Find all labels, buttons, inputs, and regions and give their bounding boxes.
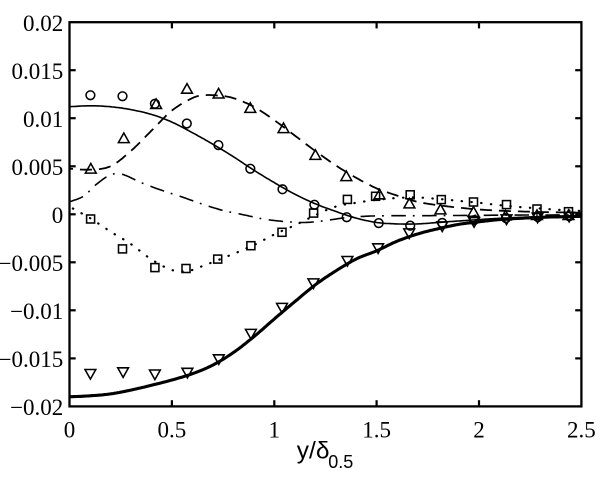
svg-text:1: 1	[269, 417, 281, 442]
svg-text:0.5: 0.5	[328, 452, 353, 472]
svg-text:−0.01: −0.01	[10, 299, 63, 324]
svg-text:0.01: 0.01	[23, 107, 63, 132]
svg-text:−0.015: −0.015	[0, 347, 63, 372]
svg-text:−0.02: −0.02	[10, 395, 63, 420]
svg-text:−0.005: −0.005	[0, 251, 63, 276]
svg-text:y/δ: y/δ	[297, 438, 330, 465]
svg-text:0.005: 0.005	[12, 155, 64, 180]
svg-text:0: 0	[52, 203, 64, 228]
svg-text:2: 2	[473, 417, 485, 442]
svg-text:0.015: 0.015	[12, 59, 64, 84]
svg-text:2.5: 2.5	[567, 417, 596, 442]
svg-text:1.5: 1.5	[362, 417, 391, 442]
svg-text:0: 0	[64, 417, 76, 442]
svg-text:0.02: 0.02	[23, 11, 63, 36]
svg-text:0.5: 0.5	[158, 417, 187, 442]
